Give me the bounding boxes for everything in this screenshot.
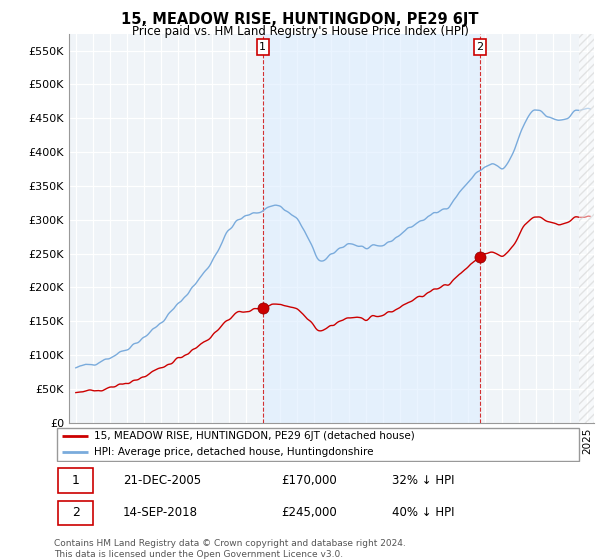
FancyBboxPatch shape bbox=[58, 468, 92, 493]
Text: 32% ↓ HPI: 32% ↓ HPI bbox=[392, 474, 454, 487]
Text: HPI: Average price, detached house, Huntingdonshire: HPI: Average price, detached house, Hunt… bbox=[94, 447, 373, 458]
Text: 40% ↓ HPI: 40% ↓ HPI bbox=[392, 506, 454, 519]
Text: Price paid vs. HM Land Registry's House Price Index (HPI): Price paid vs. HM Land Registry's House … bbox=[131, 25, 469, 38]
FancyBboxPatch shape bbox=[58, 501, 92, 525]
Text: 15, MEADOW RISE, HUNTINGDON, PE29 6JT: 15, MEADOW RISE, HUNTINGDON, PE29 6JT bbox=[121, 12, 479, 27]
Text: £245,000: £245,000 bbox=[281, 506, 337, 519]
Text: 14-SEP-2018: 14-SEP-2018 bbox=[122, 506, 197, 519]
Bar bbox=[263, 34, 480, 423]
Text: 21-DEC-2005: 21-DEC-2005 bbox=[122, 474, 201, 487]
Text: £170,000: £170,000 bbox=[281, 474, 337, 487]
FancyBboxPatch shape bbox=[56, 428, 580, 461]
Text: 1: 1 bbox=[72, 474, 80, 487]
Bar bbox=[578, 34, 594, 423]
Text: 2: 2 bbox=[476, 42, 484, 52]
Text: 1: 1 bbox=[259, 42, 266, 52]
Text: 2: 2 bbox=[72, 506, 80, 519]
Text: 15, MEADOW RISE, HUNTINGDON, PE29 6JT (detached house): 15, MEADOW RISE, HUNTINGDON, PE29 6JT (d… bbox=[94, 431, 415, 441]
Text: Contains HM Land Registry data © Crown copyright and database right 2024.
This d: Contains HM Land Registry data © Crown c… bbox=[54, 539, 406, 559]
